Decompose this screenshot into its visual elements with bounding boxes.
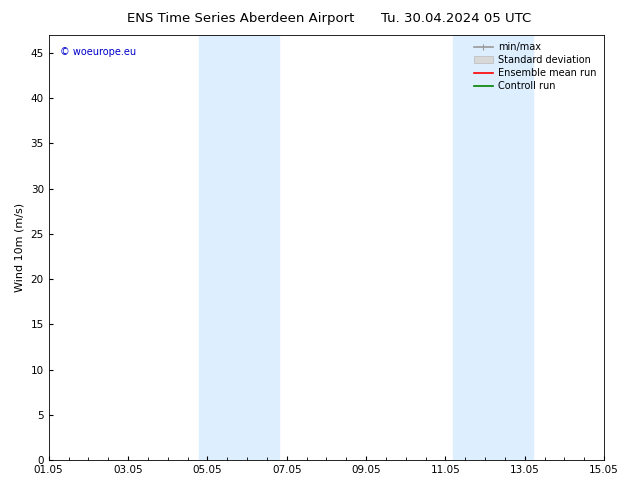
Legend: min/max, Standard deviation, Ensemble mean run, Controll run: min/max, Standard deviation, Ensemble me…	[470, 40, 599, 94]
Text: © woeurope.eu: © woeurope.eu	[60, 48, 136, 57]
Text: ENS Time Series Aberdeen Airport: ENS Time Series Aberdeen Airport	[127, 12, 354, 25]
Bar	[200, 35, 279, 460]
Bar	[453, 35, 533, 460]
Y-axis label: Wind 10m (m/s): Wind 10m (m/s)	[15, 203, 25, 292]
Text: Tu. 30.04.2024 05 UTC: Tu. 30.04.2024 05 UTC	[382, 12, 531, 25]
